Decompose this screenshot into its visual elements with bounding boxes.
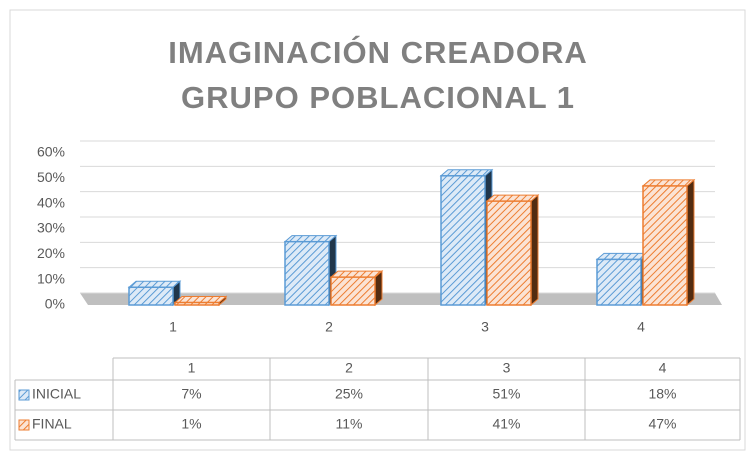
table-value: 11% bbox=[336, 416, 363, 432]
legend-label: FINAL bbox=[32, 416, 72, 432]
table-value: 51% bbox=[492, 386, 520, 402]
bar bbox=[284, 240, 330, 306]
table-value: 25% bbox=[335, 386, 363, 402]
bar bbox=[642, 185, 688, 306]
y-tick-label: 30% bbox=[37, 220, 65, 236]
bar bbox=[128, 286, 174, 306]
table-value: 1% bbox=[181, 416, 201, 432]
bar bbox=[174, 301, 220, 306]
legend-key bbox=[18, 419, 30, 431]
floor bbox=[80, 293, 722, 305]
y-tick-label: 20% bbox=[37, 245, 65, 261]
x-tick-label: 2 bbox=[325, 319, 333, 335]
table-value: 47% bbox=[648, 416, 676, 432]
bar bbox=[486, 200, 532, 306]
y-tick-label: 50% bbox=[37, 169, 65, 185]
bar-side bbox=[686, 178, 695, 307]
x-tick-label: 3 bbox=[481, 319, 489, 335]
table-header: 4 bbox=[659, 360, 667, 376]
y-tick-label: 40% bbox=[37, 194, 65, 210]
chart-subtitle: GRUPO POBLACIONAL 1 bbox=[181, 80, 575, 115]
bar bbox=[596, 258, 642, 306]
legend-label: INICIAL bbox=[32, 386, 81, 402]
bar bbox=[440, 175, 486, 306]
bar-top bbox=[283, 235, 338, 243]
bar-top bbox=[439, 169, 494, 177]
table-value: 7% bbox=[181, 386, 201, 402]
bar-top bbox=[127, 280, 182, 288]
table-value: 18% bbox=[648, 386, 676, 402]
chart-border bbox=[9, 9, 746, 451]
x-tick-label: 1 bbox=[169, 319, 177, 335]
legend-key bbox=[18, 389, 30, 401]
bar-top bbox=[173, 295, 228, 303]
bar-top bbox=[641, 179, 696, 187]
table-value: 41% bbox=[492, 416, 520, 432]
x-tick-label: 4 bbox=[637, 319, 645, 335]
y-tick-label: 0% bbox=[45, 296, 65, 312]
bar bbox=[330, 276, 376, 306]
table-header: 1 bbox=[188, 360, 196, 376]
chart-title: IMAGINACIÓN CREADORA bbox=[168, 34, 588, 70]
y-tick-label: 60% bbox=[37, 144, 65, 160]
bar-top bbox=[329, 270, 384, 278]
bar-top bbox=[485, 194, 540, 202]
y-tick-label: 10% bbox=[37, 270, 65, 286]
table-header: 2 bbox=[345, 360, 353, 376]
table-header: 3 bbox=[503, 360, 511, 376]
bar-top bbox=[595, 252, 650, 260]
bar-side bbox=[530, 194, 539, 307]
